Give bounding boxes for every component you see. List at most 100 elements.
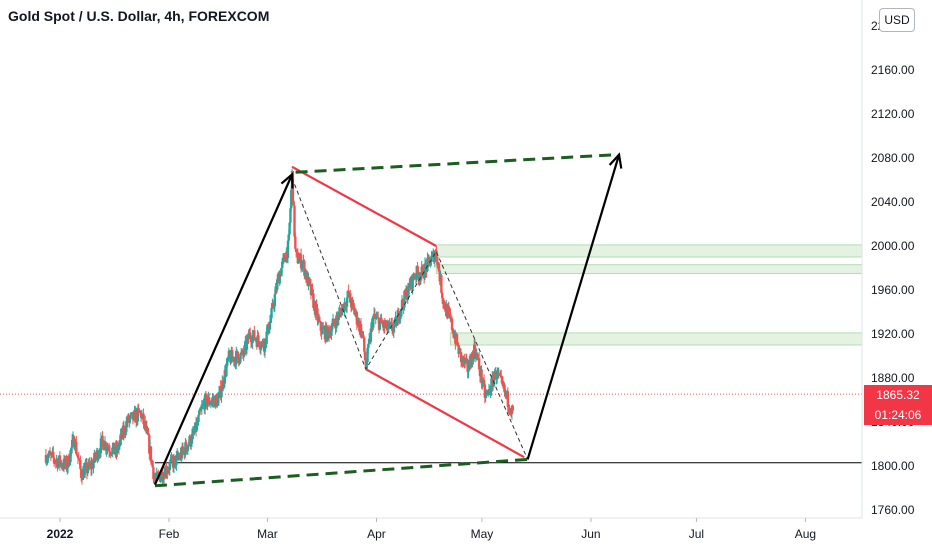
candle-body (137, 408, 140, 411)
candle-body (107, 448, 111, 452)
candle-body (208, 404, 212, 406)
candle-body (494, 371, 497, 380)
candle-body (85, 463, 89, 474)
candle-body (486, 390, 490, 392)
candle-body (476, 353, 479, 359)
candle-body (273, 294, 277, 307)
candle-body (97, 454, 100, 460)
candle-body (155, 472, 158, 479)
candle-body (355, 312, 359, 325)
candle-body (260, 342, 263, 348)
candle-body (489, 391, 492, 394)
candle-body (196, 421, 199, 423)
candle-body (281, 257, 285, 262)
candle-body (316, 308, 319, 321)
candle-body (386, 320, 389, 331)
candle-body (58, 455, 62, 465)
candle-body (167, 469, 171, 471)
candle-body (392, 327, 395, 333)
candle-body (503, 384, 506, 393)
candle-body (435, 250, 438, 258)
candle-body (363, 337, 366, 352)
supply-zone (435, 264, 863, 274)
candle-body (373, 313, 377, 318)
supply-zone (435, 244, 863, 258)
y-tick-label: 2000.00 (871, 239, 915, 253)
candle-body (345, 297, 349, 307)
candle-body (209, 403, 213, 405)
candle-body (189, 436, 192, 447)
candle-body (223, 369, 226, 384)
zigzag-path (291, 177, 529, 460)
candle-body (132, 411, 135, 420)
candle-body (294, 248, 298, 253)
candle-body (249, 332, 252, 338)
channel-line (291, 165, 437, 247)
candle-body (372, 316, 375, 328)
currency-button[interactable]: USD (879, 8, 915, 32)
candle-body (162, 479, 165, 481)
candle-body (99, 438, 103, 454)
candle-body (335, 315, 339, 318)
candle-body (351, 299, 354, 304)
candle-body (484, 395, 487, 398)
candle-body (486, 391, 489, 394)
candle-body (468, 359, 472, 367)
candle-body (201, 404, 204, 407)
candle-body (430, 255, 433, 262)
candle-body (230, 350, 234, 358)
candle-body (214, 395, 217, 408)
candle-body (485, 393, 488, 396)
candle-body (359, 323, 363, 336)
candle-body (426, 257, 429, 272)
candle-body (308, 277, 311, 282)
candle-body (419, 274, 423, 280)
candle-body (369, 328, 373, 342)
candle-body (427, 256, 431, 261)
candle-body (297, 262, 300, 264)
candle-body (258, 341, 261, 347)
candle-body (147, 434, 150, 436)
candle-body (344, 302, 347, 307)
candle-body (104, 442, 108, 451)
candle-body (222, 383, 226, 387)
x-tick-label: Mar (257, 527, 278, 541)
candle-body (124, 431, 127, 433)
candle-body (69, 450, 72, 462)
candle-body (262, 340, 265, 348)
candle-body (186, 446, 190, 451)
candle-body (398, 318, 401, 321)
candle-body (436, 257, 439, 265)
candle-body (171, 456, 174, 460)
candle-body (205, 395, 208, 407)
candle-body (332, 318, 336, 324)
candle-body (451, 330, 455, 334)
candle-body (448, 310, 451, 314)
channel-line (365, 368, 525, 459)
candle-body (416, 266, 419, 273)
candle-body (265, 331, 268, 345)
candle-body (239, 352, 243, 355)
candle-body (480, 369, 483, 384)
candle-body (226, 358, 229, 366)
candle-body (383, 321, 386, 328)
candle-body (289, 208, 292, 223)
candle-body (300, 265, 304, 269)
candle-body (47, 455, 50, 459)
candle-body (206, 402, 209, 407)
candle-body (245, 339, 249, 350)
candle-body (75, 441, 78, 454)
candle-body (356, 324, 359, 326)
candle-body (70, 447, 73, 451)
candle-body (236, 351, 240, 358)
candle-body (108, 451, 112, 454)
candle-body (424, 263, 427, 266)
candle-body (269, 318, 272, 322)
candle-body (189, 443, 193, 447)
candle-body (130, 413, 133, 415)
candle-body (138, 410, 141, 413)
candle-body (303, 260, 306, 276)
candle-body (298, 259, 301, 263)
candle-body (52, 457, 56, 462)
